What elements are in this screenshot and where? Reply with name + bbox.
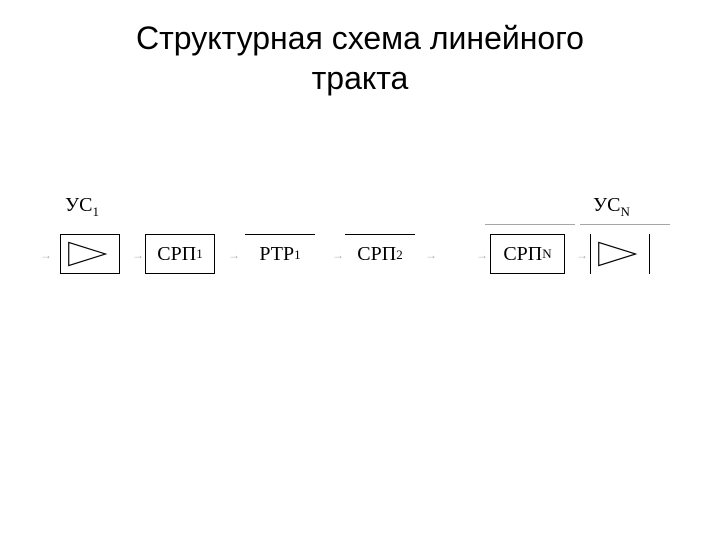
connector-tick-3: → [332,248,344,262]
node-usn_amp [590,234,650,274]
title-line2: тракта [312,60,409,96]
node-rtp1: РТР1 [245,234,315,274]
block-diagram: СРП1 РТР1 СРП2 СРПN УС1 УСN → → → → → → → [10,158,710,358]
underline-0 [485,224,575,225]
title-line1: Структурная схема линейного [136,20,584,56]
amplifier-icon [591,234,649,274]
connector-tick-4: → [425,248,437,262]
underline-1 [580,224,670,225]
node-srp1: СРП1 [145,234,215,274]
node-srpn: СРПN [490,234,565,274]
connector-tick-0: → [40,248,52,262]
amplifier-icon [61,234,119,274]
connector-tick-5: → [476,248,488,262]
node-srp2: СРП2 [345,234,415,274]
label-us1_amp: УС1 [65,194,99,220]
node-us1_amp [60,234,120,274]
label-usn_amp: УСN [593,194,630,220]
connector-tick-2: → [228,248,240,262]
connector-tick-1: → [132,248,144,262]
connector-tick-6: → [576,248,588,262]
